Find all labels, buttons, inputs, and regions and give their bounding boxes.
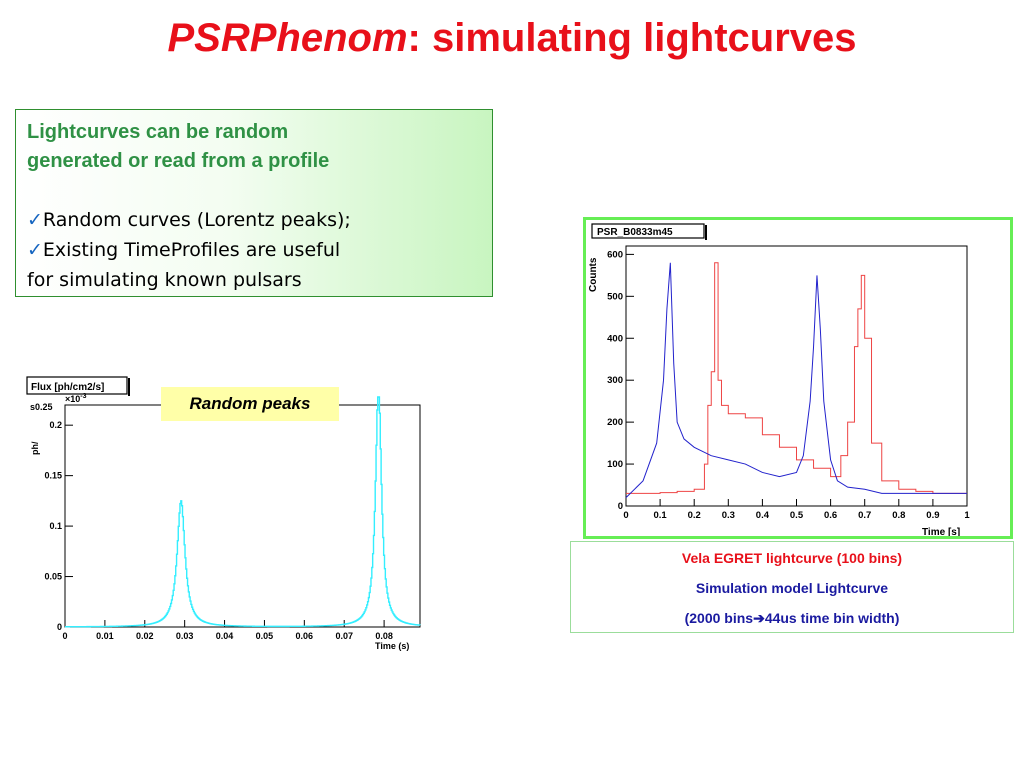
- random-peaks-chart: Flux [ph/cm2/s] s0.25 ×10-3 ph/ Time (s)…: [26, 376, 421, 651]
- x-tick-label: 0: [62, 631, 67, 641]
- x-tick-label: 0.2: [688, 510, 701, 521]
- y-multiplier: ×10-3: [65, 393, 87, 404]
- x-tick-label: 0.1: [653, 510, 667, 521]
- x-tick-label: 0.03: [176, 631, 194, 641]
- caption-line-1: Vela EGRET lightcurve (100 bins): [681, 550, 903, 566]
- x-tick-label: 0: [623, 510, 628, 521]
- x-tick-label: 0.3: [722, 510, 735, 521]
- vela-chart-frame: [583, 217, 1013, 539]
- bullet-list: ✓Random curves (Lorentz peaks); ✓Existin…: [27, 205, 487, 295]
- x-tick-label: 0.8: [892, 510, 905, 521]
- slide-title: PSRPhenom: simulating lightcurves: [0, 16, 1024, 61]
- x-axis-label: Time (s): [375, 641, 409, 651]
- vela-lightcurve-chart: PSR_B0833m45 Counts Time [s] 0 0.1 0.2 0.3 0…: [586, 220, 1010, 536]
- chart-title-box: [591, 223, 705, 239]
- caption-line-2: Simulation model Lightcurve: [695, 580, 889, 596]
- axes: 0 0.01 0.02 0.03 0.04 0.05 0.06 0.07 0.08 0 0.05 0.…: [44, 420, 392, 641]
- y-tick-label: 0.15: [44, 471, 62, 481]
- bullet-item-1: ✓Random curves (Lorentz peaks);: [27, 205, 487, 235]
- x-tick-label: 1: [964, 510, 970, 521]
- heading-line-2: generated or read from a profile: [27, 150, 330, 172]
- bullet-text: Existing TimeProfiles are useful: [42, 239, 341, 261]
- x-axis-label: Time [s]: [922, 527, 960, 536]
- x-tick-label: 0.02: [136, 631, 154, 641]
- x-tick-label: 0.04: [216, 631, 234, 641]
- vela-egret-series: [626, 262, 967, 494]
- legend-box: [26, 376, 128, 395]
- y-axis-label: ph/: [30, 441, 40, 455]
- y-tick-label: 100: [607, 459, 623, 470]
- y-tick-label: 200: [607, 417, 623, 428]
- check-icon: ✓: [27, 239, 43, 261]
- y-axis-label: Counts: [588, 257, 599, 292]
- x-tick-label: 0.06: [296, 631, 314, 641]
- y-tick-label: 400: [607, 333, 623, 344]
- title-emphasis: PSRPhenom: [167, 16, 408, 60]
- axes: 0 0.1 0.2 0.3 0.4 0.5 0.6 0.7 0.8 0.9 1 0 100 200 300 4…: [607, 249, 970, 521]
- x-tick-label: 0.5: [790, 510, 804, 521]
- x-tick-label: 0.08: [375, 631, 393, 641]
- bullet-text: Random curves (Lorentz peaks);: [42, 209, 351, 231]
- x-tick-label: 0.9: [926, 510, 939, 521]
- y-tick-label: 0: [57, 622, 62, 632]
- title-rest: : simulating lightcurves: [407, 16, 857, 60]
- arrow-icon: ➔: [753, 610, 765, 626]
- plot-frame: [64, 404, 421, 628]
- heading-line-1: Lightcurves can be random: [27, 121, 289, 143]
- random-peaks-label: Random peaks: [161, 387, 339, 421]
- y-tick-label: 0.1: [49, 521, 62, 531]
- bullet-item-2: ✓Existing TimeProfiles are useful: [27, 235, 487, 265]
- x-tick-label: 0.05: [256, 631, 274, 641]
- x-tick-label: 0.4: [756, 510, 770, 521]
- y-tick-label: 0: [618, 501, 623, 512]
- x-tick-label: 0.6: [824, 510, 837, 521]
- x-tick-label: 0.7: [858, 510, 871, 521]
- chart-background: [586, 220, 1010, 536]
- description-heading: Lightcurves can be random generated or r…: [27, 118, 467, 176]
- random-lightcurve: [65, 396, 421, 628]
- chart-caption: Vela EGRET lightcurve (100 bins) Simulat…: [570, 541, 1014, 633]
- chart-title: PSR_B0833m45: [597, 227, 673, 238]
- bullet-text-continued: for simulating known pulsars: [27, 269, 302, 291]
- description-box: Lightcurves can be random generated or r…: [15, 109, 493, 297]
- partial-tick-label: s0.25: [30, 402, 53, 412]
- caption-line-3: (2000 bins➔44us time bin width): [684, 610, 900, 626]
- legend-title: Flux [ph/cm2/s]: [31, 382, 104, 393]
- y-tick-label: 300: [607, 375, 623, 386]
- x-tick-label: 0.01: [96, 631, 114, 641]
- y-tick-label: 500: [607, 291, 623, 302]
- check-icon: ✓: [27, 209, 43, 231]
- y-tick-label: 0.05: [44, 572, 62, 582]
- x-tick-label: 0.07: [335, 631, 353, 641]
- y-tick-label: 0.2: [49, 420, 62, 430]
- y-tick-label: 600: [607, 249, 623, 260]
- simulation-model-series: [625, 262, 967, 498]
